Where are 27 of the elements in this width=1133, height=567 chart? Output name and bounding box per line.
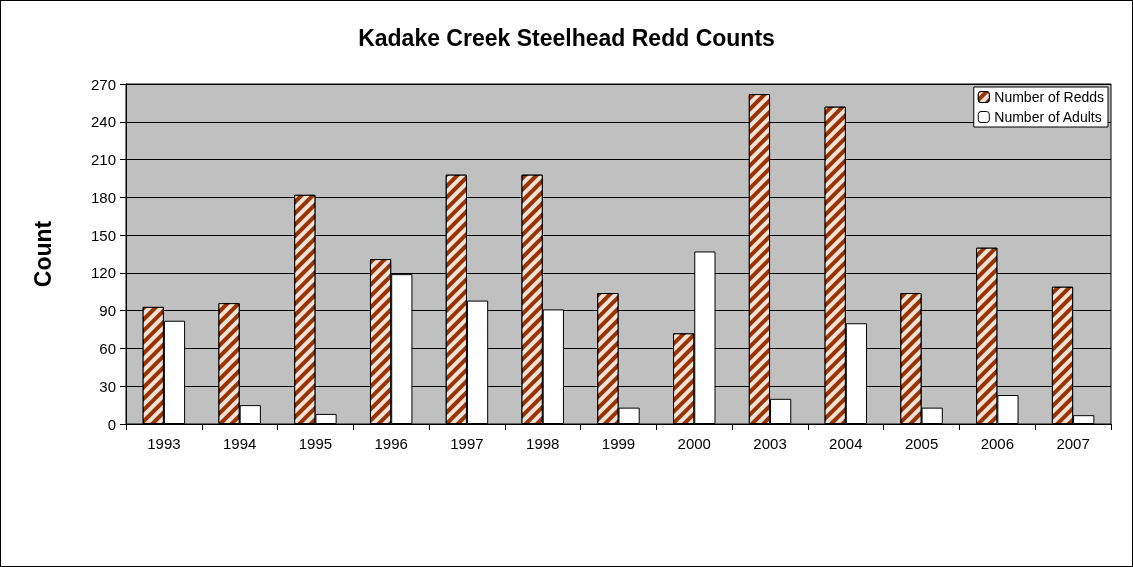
x-tick-label: 1997: [450, 435, 484, 452]
x-tick-label: 2006: [980, 435, 1015, 452]
y-tick-label: 150: [90, 226, 116, 244]
x-tick-label: 1995: [298, 435, 333, 452]
y-tick-label: 210: [90, 151, 116, 169]
y-tick-label: 60: [99, 339, 116, 357]
x-tick-label: 1998: [526, 435, 560, 452]
y-axis-title: Count: [29, 220, 56, 288]
x-tick-label: 2000: [677, 435, 711, 452]
x-tick-label: 1999: [601, 435, 636, 452]
y-tick-label: 270: [90, 75, 116, 93]
y-tick-label: 120: [90, 264, 116, 282]
y-tick-label: 30: [99, 377, 116, 395]
x-tick-label: 1994: [222, 435, 257, 452]
legend-label: Number of Redds: [994, 89, 1104, 105]
y-tick-label: 180: [90, 188, 116, 206]
y-tick-label: 240: [90, 113, 116, 131]
legend-label: Number of Adults: [994, 109, 1102, 125]
chart-title: Kadake Creek Steelhead Redd Counts: [358, 24, 775, 51]
x-tick-label: 1996: [374, 435, 408, 452]
x-tick-label: 2003: [753, 435, 787, 452]
x-tick-label: 2005: [904, 435, 939, 452]
x-tick-label: 1993: [147, 435, 181, 452]
y-tick-label: 0: [107, 415, 116, 433]
x-tick-label: 2007: [1056, 435, 1090, 452]
y-tick-label: 90: [99, 302, 116, 320]
x-tick-label: 2004: [829, 435, 863, 452]
